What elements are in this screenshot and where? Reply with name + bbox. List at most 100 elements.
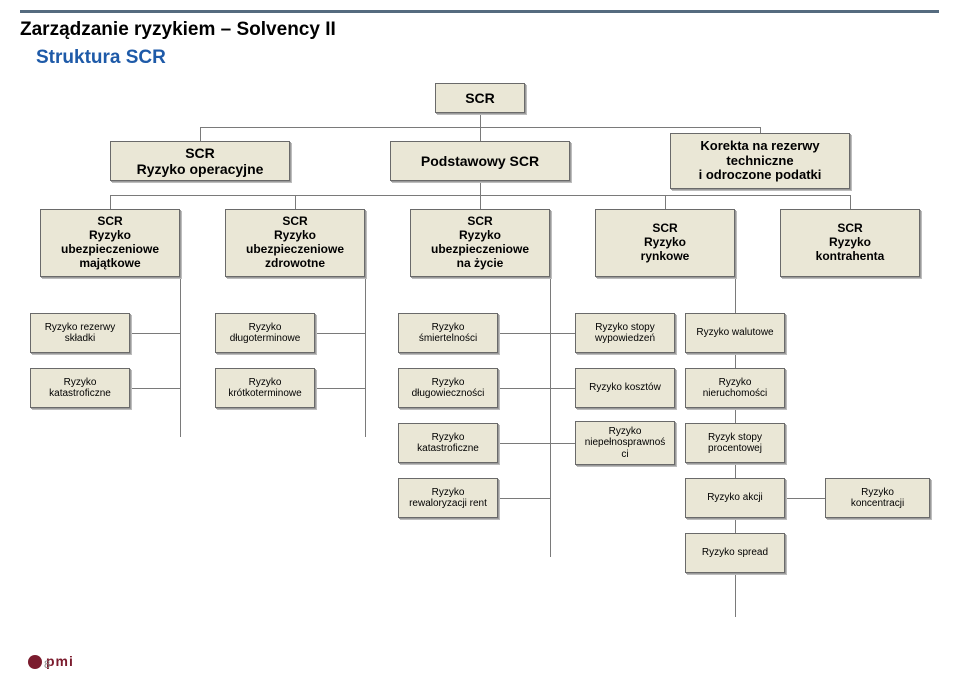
connector xyxy=(180,277,181,437)
connector xyxy=(315,333,365,334)
node-label: zdrowotne xyxy=(265,257,325,271)
node-label: Ryzyko stopy xyxy=(595,322,654,334)
node-label: rewaloryzacji rent xyxy=(409,498,487,510)
node-rynkowe: SCR Ryzyko rynkowe xyxy=(595,209,735,277)
connector xyxy=(295,195,296,209)
node-label: SCR xyxy=(837,222,862,236)
connector xyxy=(480,127,481,141)
connector xyxy=(130,388,180,389)
node-label: SCR xyxy=(465,90,495,106)
node-label: procentowej xyxy=(708,443,762,455)
node-label: SCR xyxy=(652,222,677,236)
node-label: techniczne xyxy=(726,154,793,169)
node-label: katastroficzne xyxy=(49,388,111,400)
node-zycie: SCR Ryzyko ubezpieczeniowe na życie xyxy=(410,209,550,277)
node-label: Ryzyko xyxy=(432,322,465,334)
node-walutowe: Ryzyko walutowe xyxy=(685,313,785,353)
node-label: nieruchomości xyxy=(703,388,767,400)
node-podstawowy-scr: Podstawowy SCR xyxy=(390,141,570,181)
node-kontrahenta: SCR Ryzyko kontrahenta xyxy=(780,209,920,277)
node-label: Ryzyko xyxy=(432,432,465,444)
node-stopy-procentowej: Ryzyk stopy procentowej xyxy=(685,423,785,463)
connector xyxy=(550,443,575,444)
node-label: krótkoterminowe xyxy=(228,388,301,400)
connector xyxy=(315,388,365,389)
node-label: Ryzyko xyxy=(644,236,686,250)
node-label: SCR xyxy=(467,215,492,229)
connector xyxy=(200,127,201,141)
node-stopy-wypowiedzen: Ryzyko stopy wypowiedzeń xyxy=(575,313,675,353)
node-label: składki xyxy=(65,333,96,345)
connector xyxy=(850,195,851,209)
node-katastroficzne-zycie: Ryzyko katastroficzne xyxy=(398,423,498,463)
header-rule xyxy=(20,10,939,13)
node-label: Ryzyko xyxy=(274,229,316,243)
node-kosztow: Ryzyko kosztów xyxy=(575,368,675,408)
connector xyxy=(665,195,666,209)
connector xyxy=(480,195,481,209)
node-label: Ryzyko xyxy=(459,229,501,243)
connector xyxy=(498,443,550,444)
connector xyxy=(480,181,481,195)
node-label: Ryzyko xyxy=(432,377,465,389)
connector xyxy=(550,333,575,334)
node-label: śmiertelności xyxy=(419,333,477,345)
node-label: Korekta na rezerwy xyxy=(700,139,819,154)
main-title: Zarządzanie ryzykiem – Solvency II xyxy=(20,19,939,41)
node-label: majątkowe xyxy=(79,257,140,271)
node-label: Ryzyko kosztów xyxy=(589,382,661,394)
node-rezerwy-skladki: Ryzyko rezerwy składki xyxy=(30,313,130,353)
logo: pmi xyxy=(28,653,74,669)
node-niepelnosprawnosci: Ryzyko niepełnosprawnoś ci xyxy=(575,421,675,465)
node-majatkowe: SCR Ryzyko ubezpieczeniowe majątkowe xyxy=(40,209,180,277)
node-label: Ryzyko akcji xyxy=(707,492,763,504)
connector xyxy=(480,113,481,127)
node-label: rynkowe xyxy=(641,250,690,264)
node-label: ubezpieczeniowe xyxy=(61,243,159,257)
node-label: Ryzyko spread xyxy=(702,547,768,559)
node-krotkoterminowe: Ryzyko krótkoterminowe xyxy=(215,368,315,408)
node-label: Ryzyko xyxy=(249,322,282,334)
node-scr-operacyjne: SCR Ryzyko operacyjne xyxy=(110,141,290,181)
node-rewaloryzacji-rent: Ryzyko rewaloryzacji rent xyxy=(398,478,498,518)
node-label: Ryzyko xyxy=(829,236,871,250)
node-spread: Ryzyko spread xyxy=(685,533,785,573)
node-label: Ryzyko xyxy=(89,229,131,243)
node-label: Ryzyk stopy xyxy=(708,432,762,444)
node-korekta: Korekta na rezerwy techniczne i odroczon… xyxy=(670,133,850,189)
node-label: długowieczności xyxy=(412,388,485,400)
node-label: i odroczone podatki xyxy=(699,168,822,183)
connector xyxy=(498,333,550,334)
node-label: Ryzyko xyxy=(609,426,642,438)
node-label: Ryzyko walutowe xyxy=(696,327,773,339)
org-chart: SCR SCR Ryzyko operacyjne Podstawowy SCR… xyxy=(20,83,940,643)
node-label: Ryzyko rezerwy xyxy=(45,322,116,334)
node-label: ubezpieczeniowe xyxy=(431,243,529,257)
node-koncentracji: Ryzyko koncentracji xyxy=(825,478,930,518)
connector xyxy=(130,333,180,334)
node-label: niepełnosprawnoś xyxy=(585,437,666,449)
connector xyxy=(110,195,111,209)
node-akcji: Ryzyko akcji xyxy=(685,478,785,518)
node-label: długoterminowe xyxy=(230,333,301,345)
node-dlugoterminowe: Ryzyko długoterminowe xyxy=(215,313,315,353)
node-smiertelnosci: Ryzyko śmiertelności xyxy=(398,313,498,353)
connector xyxy=(498,388,550,389)
node-label: Ryzyko xyxy=(432,487,465,499)
node-label: Ryzyko xyxy=(719,377,752,389)
connector xyxy=(498,498,550,499)
connector xyxy=(550,277,551,557)
node-label: ubezpieczeniowe xyxy=(246,243,344,257)
node-label: Podstawowy SCR xyxy=(421,153,539,169)
node-label: kontrahenta xyxy=(816,250,885,264)
node-label: SCR xyxy=(282,215,307,229)
connector xyxy=(365,277,366,437)
page-number: 8 xyxy=(44,659,50,671)
node-root-scr: SCR xyxy=(435,83,525,113)
node-label: Ryzyko xyxy=(249,377,282,389)
node-label: na życie xyxy=(457,257,504,271)
node-katastroficzne: Ryzyko katastroficzne xyxy=(30,368,130,408)
connector xyxy=(550,388,575,389)
node-label: wypowiedzeń xyxy=(595,333,655,345)
node-label: ci xyxy=(621,449,628,461)
